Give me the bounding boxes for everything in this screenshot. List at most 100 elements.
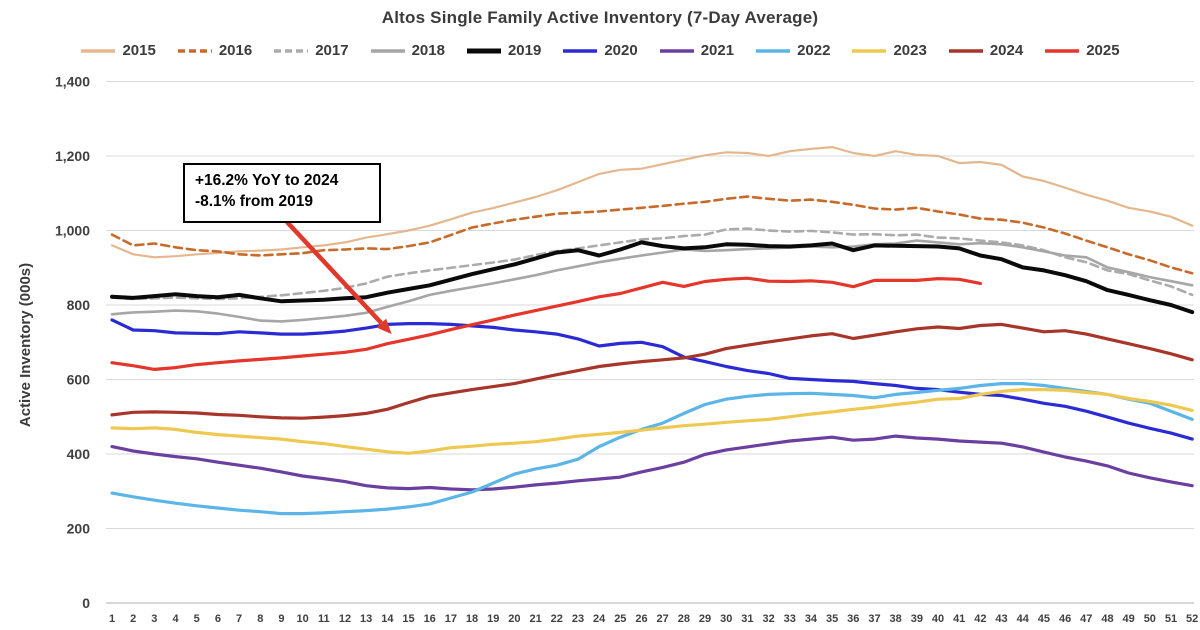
y-tick-label: 600 [67, 372, 91, 388]
y-tick-label: 200 [67, 521, 91, 537]
y-tick-label: 1,400 [55, 74, 90, 90]
x-tick-label: 3 [151, 613, 157, 625]
annotation-line-2: -8.1% from 2019 [194, 192, 313, 210]
legend-label-2024: 2024 [989, 42, 1024, 59]
series-line-2023 [110, 388, 1194, 455]
legend-label-2016: 2016 [218, 42, 253, 59]
series-line-2018 [110, 239, 1194, 323]
x-tick-label: 11 [318, 613, 330, 625]
x-tick-label: 24 [593, 613, 606, 625]
x-tick-label: 29 [699, 613, 711, 625]
x-tick-label: 15 [402, 613, 414, 625]
x-tick-label: 41 [953, 613, 965, 625]
x-tick-label: 4 [172, 613, 179, 625]
chart-title: Altos Single Family Active Inventory (7-… [381, 8, 819, 27]
legend-swatch-2020 [563, 48, 598, 53]
x-tick-label: 18 [466, 613, 478, 625]
legend-item-2020[interactable]: 2020 [562, 42, 638, 59]
legend-label-2018: 2018 [411, 42, 445, 59]
annotation-line-1: +16.2% YoY to 2024 [194, 172, 339, 190]
legend-item-2025[interactable]: 2025 [1044, 42, 1120, 59]
x-tick-label: 31 [741, 613, 753, 625]
legend-label-2023: 2023 [893, 42, 927, 59]
legend-swatch-2021 [659, 48, 694, 53]
x-tick-label: 35 [826, 613, 838, 625]
legend-item-2018[interactable]: 2018 [370, 42, 445, 59]
annotation-arrow-line [285, 220, 383, 325]
y-tick-label: 1,000 [55, 223, 90, 239]
x-tick-label: 32 [762, 613, 774, 625]
legend: 2015 2016 2017 2018 2019 2020 2021 2022 2023 2024… [0, 42, 1200, 59]
legend-swatch-2024 [948, 48, 983, 53]
legend-item-2023[interactable]: 2023 [851, 42, 927, 59]
series-line-2019 [110, 240, 1195, 315]
legend-swatch-2019 [466, 48, 501, 53]
legend-swatch-2015 [81, 48, 116, 53]
x-tick-label: 19 [487, 613, 499, 625]
legend-label-2021: 2021 [700, 42, 735, 59]
legend-swatch-2025 [1045, 48, 1080, 53]
x-tick-label: 10 [296, 613, 308, 625]
x-tick-label: 13 [360, 613, 372, 625]
x-tick-label: 17 [445, 613, 457, 625]
x-tick-label: 9 [278, 613, 284, 625]
legend-item-2022[interactable]: 2022 [755, 42, 830, 59]
legend-item-2024[interactable]: 2024 [948, 42, 1023, 59]
x-tick-label: 43 [995, 613, 1007, 625]
x-tick-label: 37 [868, 613, 880, 625]
legend-item-2015[interactable]: 2015 [80, 42, 156, 59]
x-tick-label: 36 [847, 613, 859, 625]
x-tick-label: 22 [551, 613, 563, 625]
series-line-2017 [110, 227, 1194, 301]
x-tick-label: 8 [257, 613, 263, 625]
legend-label-2025: 2025 [1086, 42, 1120, 59]
legend-item-2019[interactable]: 2019 [466, 42, 541, 59]
x-tick-label: 42 [974, 613, 986, 625]
series-line-2025 [110, 276, 983, 371]
legend-item-2017[interactable]: 2017 [273, 42, 349, 59]
legend-swatch-2018 [370, 48, 405, 53]
x-tick-label: 52 [1186, 613, 1198, 625]
x-tick-label: 7 [236, 613, 242, 625]
x-tick-label: 30 [720, 613, 732, 625]
x-tick-label: 20 [508, 613, 520, 625]
legend-item-2016[interactable]: 2016 [177, 42, 252, 59]
x-tick-label: 21 [529, 613, 541, 625]
legend-swatch-2017 [274, 48, 309, 53]
x-tick-label: 16 [424, 613, 436, 625]
legend-swatch-2022 [756, 48, 791, 53]
x-tick-label: 6 [215, 613, 221, 625]
x-tick-label: 33 [784, 613, 796, 625]
x-tick-label: 27 [657, 613, 669, 625]
x-tick-label: 40 [932, 613, 944, 625]
series-line-2022 [110, 382, 1194, 516]
x-tick-label: 5 [194, 613, 200, 625]
legend-label-2017: 2017 [315, 42, 349, 59]
legend-label-2022: 2022 [797, 42, 831, 59]
x-tick-label: 34 [805, 613, 818, 625]
x-tick-label: 14 [381, 613, 394, 625]
legend-swatch-2016 [177, 48, 212, 53]
x-tick-label: 26 [635, 613, 647, 625]
x-tick-label: 44 [1017, 613, 1030, 625]
y-tick-label: 800 [67, 297, 91, 313]
series-line-2016 [110, 195, 1194, 275]
legend-swatch-2023 [852, 48, 887, 53]
y-tick-label: 400 [67, 446, 91, 462]
x-tick-label: 49 [1123, 613, 1135, 625]
x-tick-label: 25 [614, 613, 626, 625]
x-tick-label: 51 [1165, 613, 1177, 625]
series-line-2021 [110, 434, 1194, 492]
legend-item-2021[interactable]: 2021 [659, 42, 734, 59]
legend-label-2020: 2020 [604, 42, 638, 59]
legend-label-2019: 2019 [507, 42, 542, 59]
x-tick-label: 48 [1101, 613, 1113, 625]
x-tick-label: 28 [678, 613, 690, 625]
series-line-2024 [110, 322, 1194, 420]
annotation-arrow-head [376, 318, 392, 335]
x-tick-label: 23 [572, 613, 584, 625]
x-tick-label: 12 [339, 613, 351, 625]
x-tick-label: 46 [1059, 613, 1071, 625]
